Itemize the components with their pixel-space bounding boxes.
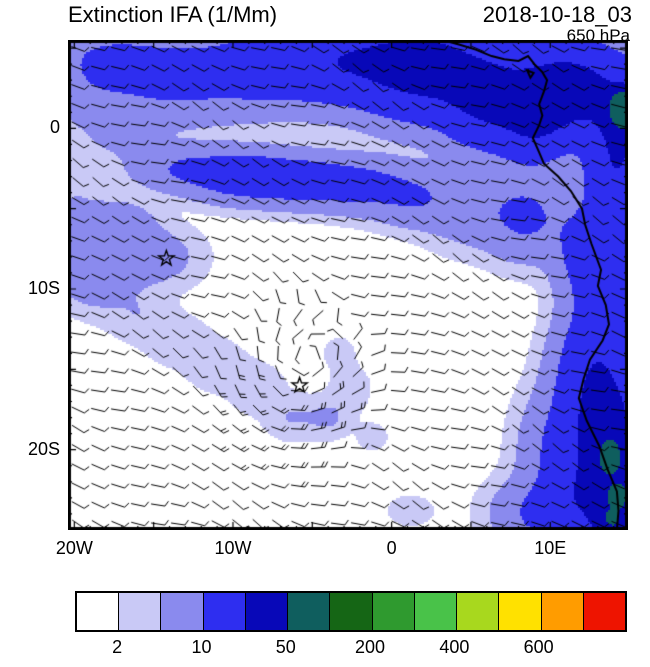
colorbar-cell (77, 593, 120, 630)
x-tick-label: 10W (214, 538, 252, 558)
x-tick-label: 20W (55, 538, 93, 558)
colorbar-tick-label: 2 (112, 637, 123, 657)
colorbar-tick-label: 600 (523, 637, 554, 657)
colorbar-cell (499, 593, 542, 630)
colorbar-cell (414, 593, 458, 630)
colorbar-cell (245, 593, 289, 630)
colorbar-cell (541, 593, 584, 630)
colorbar-tick-label: 10 (191, 637, 212, 657)
colorbar-cell (203, 593, 246, 630)
colorbar-cell (372, 593, 415, 630)
map-canvas (68, 40, 628, 530)
colorbar (75, 591, 627, 632)
colorbar-tick-label: 400 (439, 637, 470, 657)
y-tick-label: 0 (49, 117, 60, 138)
x-tick-label: 10E (534, 538, 567, 558)
colorbar-cell (457, 593, 500, 630)
colorbar-cell (288, 593, 331, 630)
colorbar-tick-label: 200 (355, 637, 386, 657)
colorbar-cell (330, 593, 373, 630)
plot-title: Extinction IFA (1/Mm) (68, 2, 278, 27)
colorbar-tick-label: 50 (275, 637, 296, 657)
colorbar-cell (161, 593, 204, 630)
y-tick-label: 10S (27, 278, 60, 299)
x-tick-label: 0 (386, 538, 397, 558)
colorbar-cell (583, 593, 626, 630)
colorbar-cell (119, 593, 162, 630)
plot-timestamp: 2018-10-18_03 (482, 2, 632, 27)
y-tick-label: 20S (27, 438, 60, 459)
